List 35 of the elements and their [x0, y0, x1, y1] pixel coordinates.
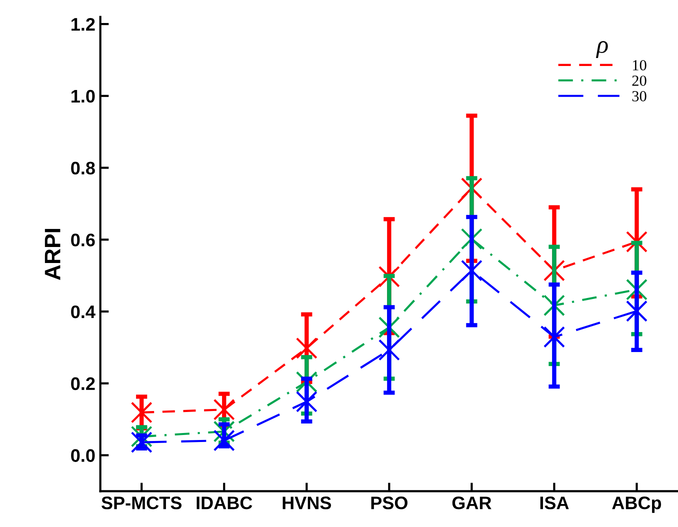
x-tick-label: GAR — [452, 496, 492, 510]
legend-label: 30 — [632, 91, 646, 102]
y-tick-label: 0.6 — [71, 234, 95, 246]
y-tick-label: 0.4 — [71, 305, 96, 318]
x-tick-label: ABCp — [612, 496, 662, 513]
point — [213, 420, 235, 442]
y-tick-label: 1.0 — [72, 90, 95, 103]
x-tick-label: ISA — [540, 496, 569, 510]
point — [296, 390, 318, 412]
point — [626, 231, 648, 253]
y-tick-label: 0.0 — [71, 449, 95, 462]
point — [460, 228, 482, 250]
y-tick-label: 1.2 — [72, 18, 95, 31]
point — [130, 432, 152, 454]
point — [213, 430, 235, 452]
point — [378, 266, 400, 288]
x-tick-label: PSO — [371, 496, 408, 510]
x-tick-label: SP-MCTS — [102, 496, 182, 510]
y-axis-title: ARPI — [44, 228, 60, 280]
legend-title: ρ — [596, 40, 608, 58]
x-tick-label: HVNS — [282, 496, 332, 510]
x-tick-label: IDABC — [196, 496, 252, 510]
y-tick-label: 0.8 — [71, 162, 95, 174]
legend-label: 10 — [632, 60, 646, 70]
point — [543, 294, 565, 316]
point — [378, 316, 400, 338]
point — [543, 326, 565, 348]
legend-label: 20 — [632, 76, 646, 86]
point — [543, 260, 565, 282]
y-tick-label: 0.2 — [71, 377, 95, 390]
point — [626, 278, 648, 300]
point — [130, 402, 152, 424]
point — [296, 371, 318, 393]
point — [378, 339, 400, 361]
point — [626, 300, 648, 322]
